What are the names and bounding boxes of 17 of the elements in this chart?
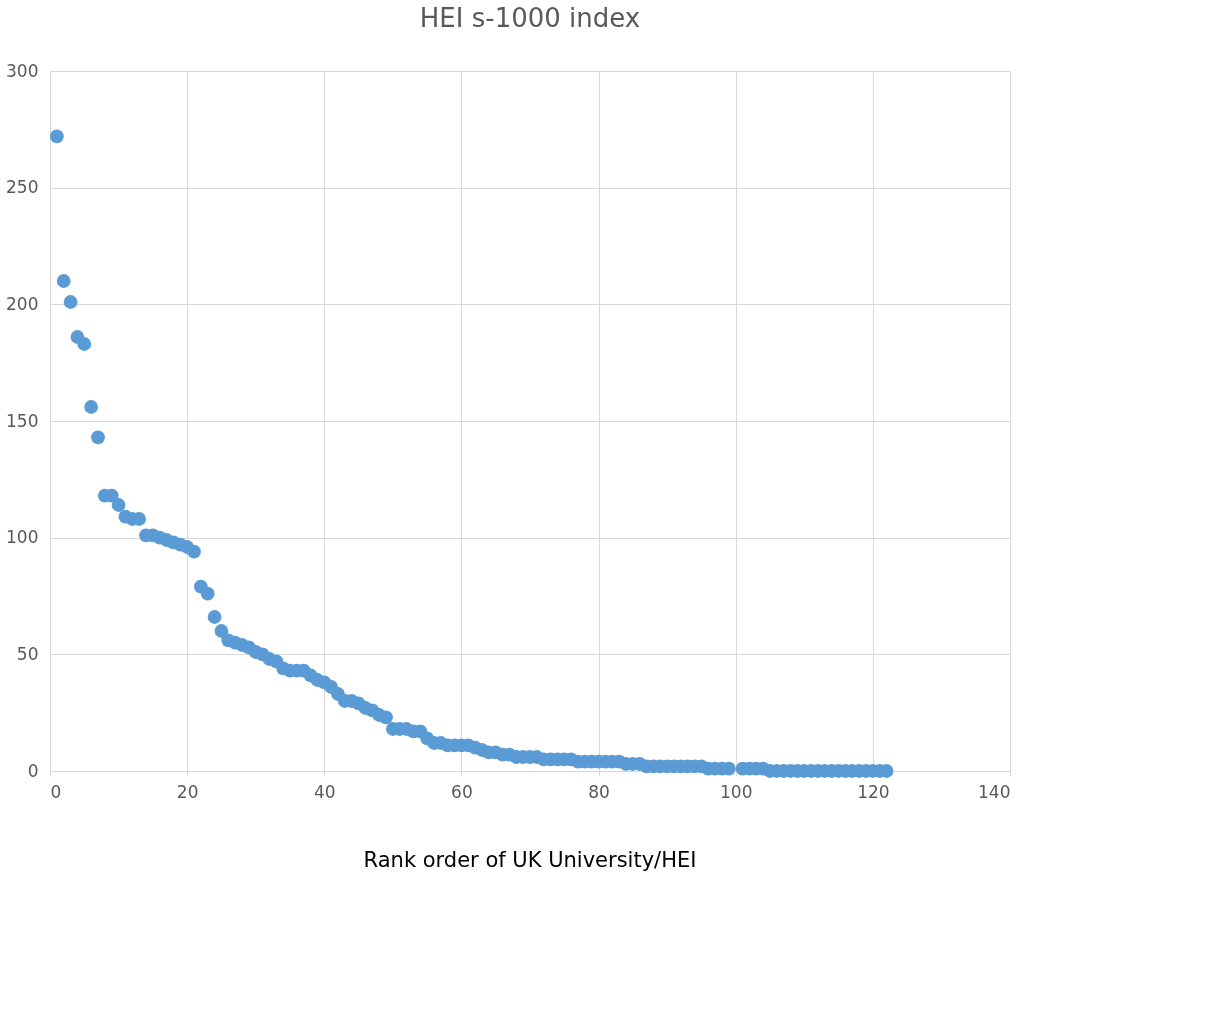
x-tick-label: 0	[50, 781, 62, 802]
y-tick-label: 300	[6, 60, 39, 81]
y-tick-label: 100	[6, 527, 39, 548]
x-tick-label: 140	[978, 781, 1011, 802]
x-tick-label: 120	[857, 781, 890, 802]
y-tick-label: 200	[6, 293, 39, 314]
y-tick-label: 50	[16, 643, 39, 664]
x-tick-label: 60	[451, 781, 473, 802]
y-tick-label: 0	[27, 760, 39, 781]
chart-title: HEI s-1000 index	[419, 3, 641, 33]
x-tick-label: 100	[719, 781, 753, 802]
y-tick-label: 150	[6, 410, 39, 431]
y-tick-label: 250	[6, 177, 39, 198]
x-tick-label: 40	[313, 781, 336, 802]
x-axis-title: Rank order of UK University/HEI	[363, 848, 697, 872]
x-tick-label: 80	[588, 781, 610, 802]
x-tick-label: 20	[176, 781, 199, 802]
